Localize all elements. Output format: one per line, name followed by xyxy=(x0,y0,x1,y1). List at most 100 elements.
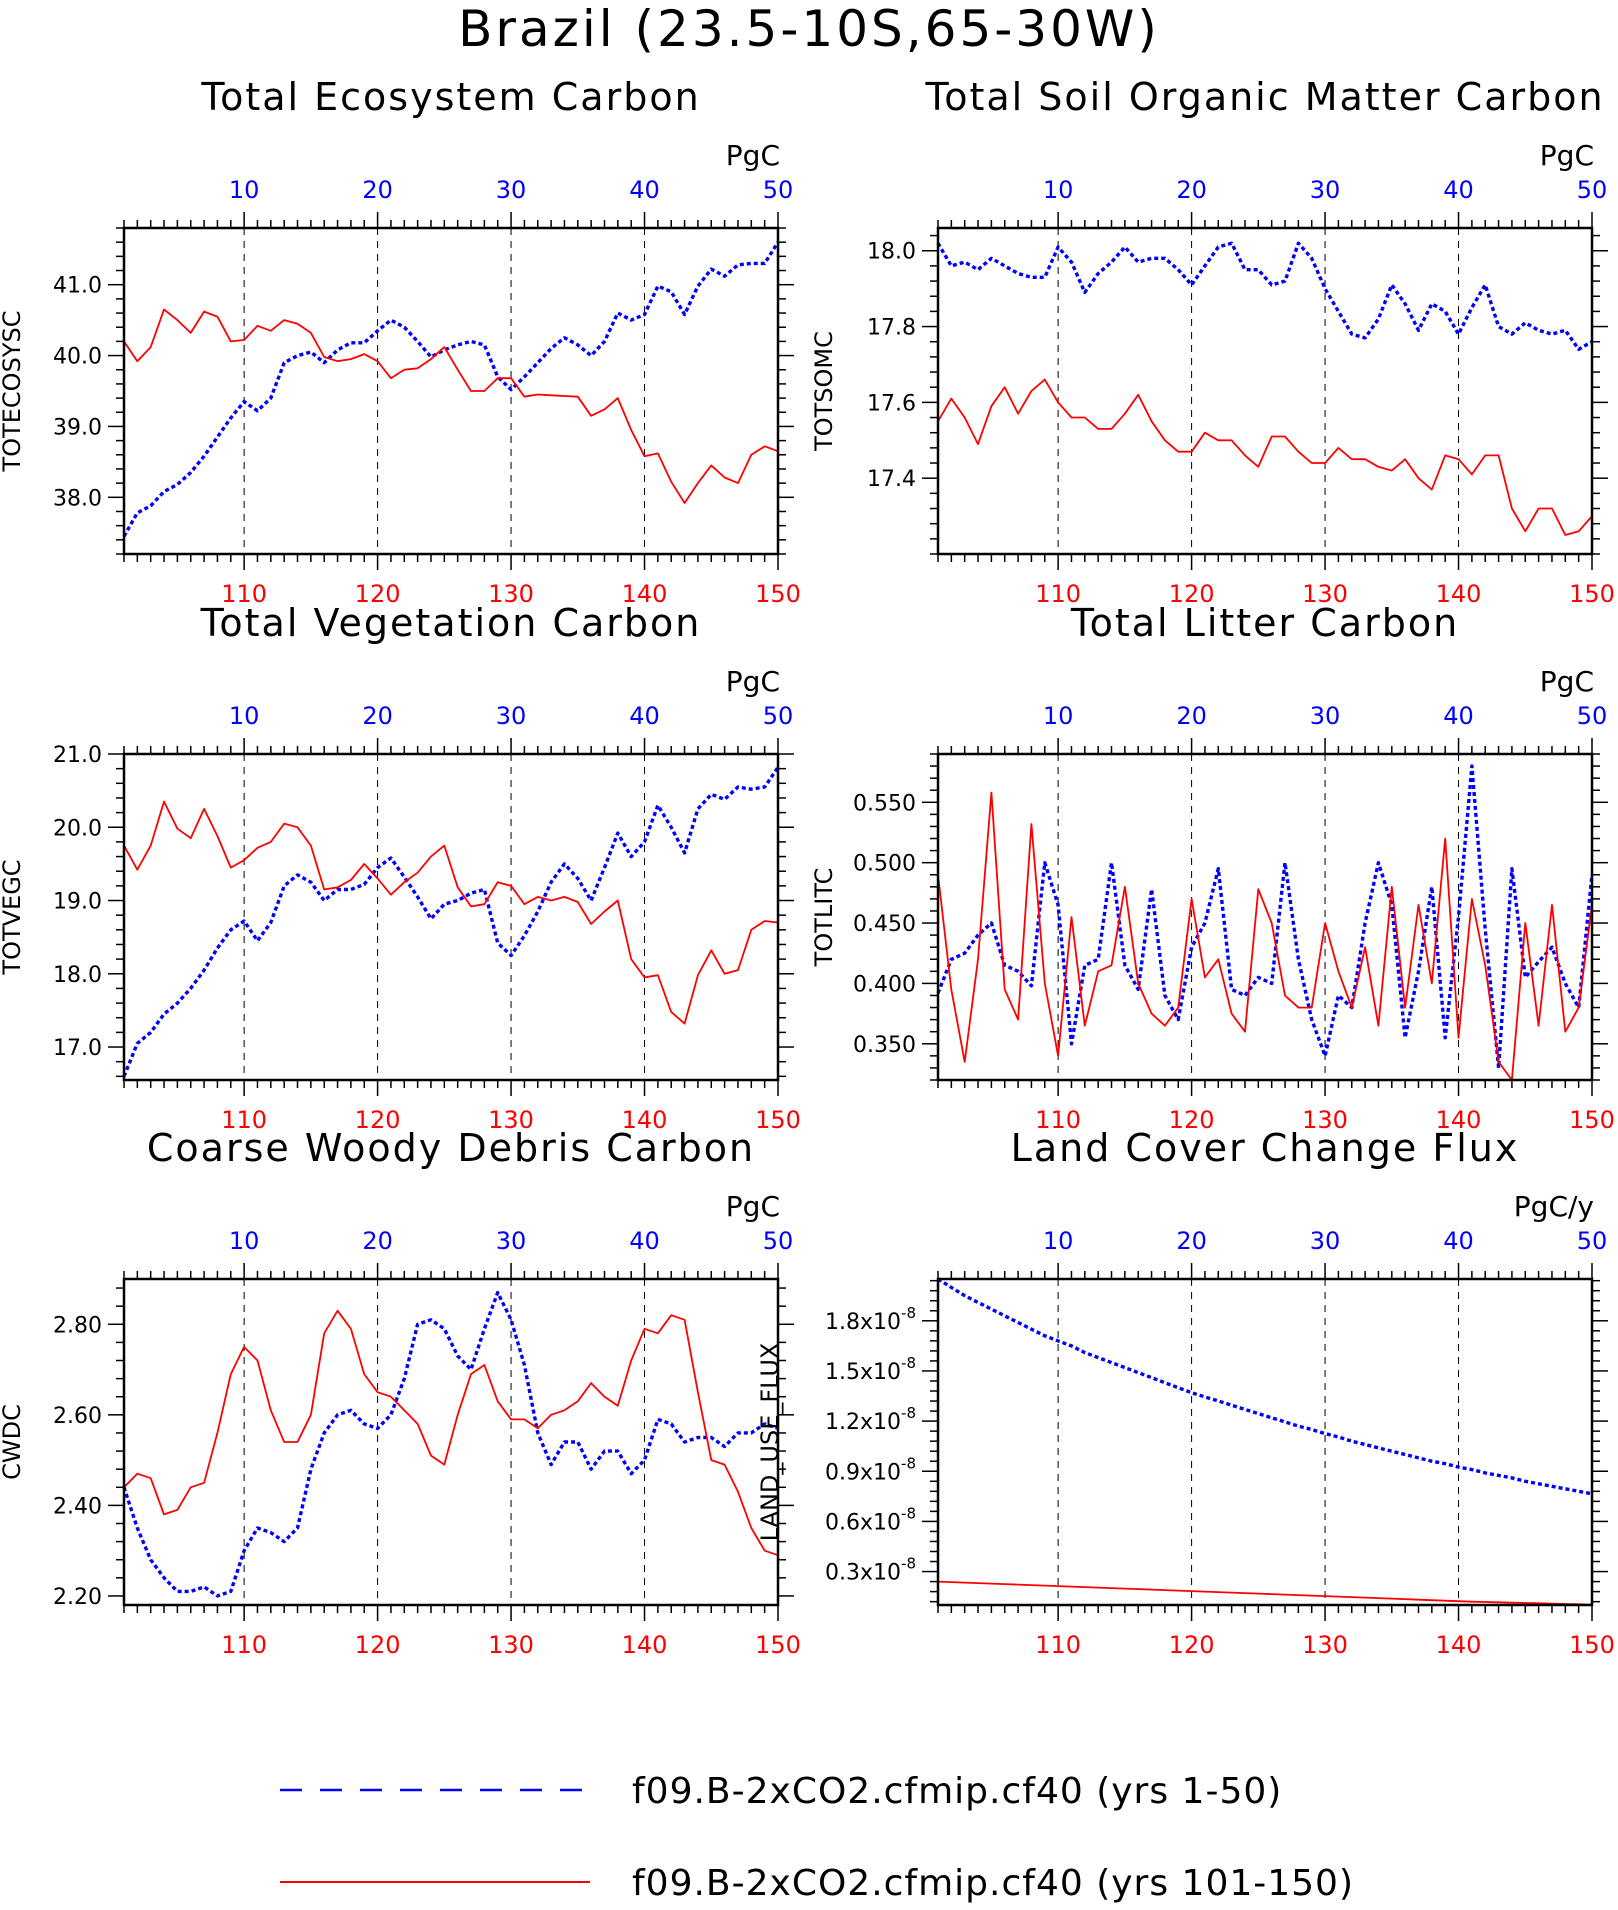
x-top-tick-label: 20 xyxy=(362,702,393,730)
x-top-tick-label: 40 xyxy=(1443,176,1474,204)
y-tick-label: 2.40 xyxy=(53,1494,102,1519)
y-tick-label: 0.9x10-8 xyxy=(825,1454,916,1485)
x-top-tick-label: 30 xyxy=(1310,1227,1341,1255)
series-line-yrs-101-150 xyxy=(937,791,1593,1081)
series-line-yrs-1-50 xyxy=(122,1290,779,1598)
x-bottom-tick-label: 150 xyxy=(1569,1106,1615,1134)
series-line-yrs-1-50 xyxy=(122,241,780,538)
units-label: PgC xyxy=(1540,139,1594,172)
x-bottom-tick-label: 150 xyxy=(1569,1631,1615,1659)
y-tick-label: 19.0 xyxy=(53,890,102,915)
x-bottom-tick-label: 110 xyxy=(221,1106,267,1134)
y-tick-label: 20.0 xyxy=(53,816,102,841)
chart-title: Land Cover Change Flux xyxy=(1011,1126,1520,1170)
x-bottom-tick-label: 150 xyxy=(755,1106,801,1134)
x-top-tick-label: 40 xyxy=(1443,1227,1474,1255)
y-tick-label: 39.0 xyxy=(53,415,102,440)
x-bottom-tick-label: 140 xyxy=(1436,1106,1482,1134)
y-tick-exponent: -8 xyxy=(901,1354,916,1372)
x-top-tick-label: 20 xyxy=(1176,176,1207,204)
legend-label-red: f09.B-2xCO2.cfmip.cf40 (yrs 101-150) xyxy=(632,1863,1354,1904)
chart-panel-6: Land Cover Change Flux PgC/y LAND_USE_FLUX… xyxy=(756,1126,1615,1659)
x-bottom-tick-label: 140 xyxy=(1436,1631,1482,1659)
series-line-yrs-101-150 xyxy=(123,800,779,1025)
y-tick-label: 17.0 xyxy=(53,1036,102,1061)
x-top-tick-label: 30 xyxy=(496,702,527,730)
units-label: PgC xyxy=(1540,665,1594,698)
x-bottom-tick-label: 120 xyxy=(355,1106,401,1134)
x-bottom-tick-label: 150 xyxy=(755,1631,801,1659)
y-tick-label: 18.0 xyxy=(53,963,102,988)
y-tick-exponent: -8 xyxy=(901,1304,916,1322)
y-tick-label: 0.450 xyxy=(853,912,916,937)
y-tick-label: 2.60 xyxy=(53,1404,102,1429)
x-top-tick-label: 10 xyxy=(229,176,260,204)
plot-frame xyxy=(936,752,1594,1082)
y-axis-label: TOTLITC xyxy=(810,868,838,968)
y-tick-label: 1.2x10-8 xyxy=(825,1404,916,1435)
x-top-tick-label: 30 xyxy=(1310,176,1341,204)
y-tick-exponent: -8 xyxy=(901,1454,916,1472)
x-top-tick-label: 20 xyxy=(362,1227,393,1255)
y-tick-exponent: -8 xyxy=(901,1504,916,1522)
x-top-tick-label: 10 xyxy=(229,702,260,730)
x-bottom-tick-label: 140 xyxy=(622,1106,668,1134)
y-tick-label: 38.0 xyxy=(53,486,102,511)
chart-panel-3: Total Vegetation Carbon PgC TOTVEGC 10 20 30 4… xyxy=(0,601,801,1134)
page-title: Brazil (23.5-10S,65-30W) xyxy=(458,0,1160,58)
y-tick-exponent: -8 xyxy=(901,1555,916,1573)
y-tick-exponent: -8 xyxy=(901,1404,916,1422)
x-bottom-tick-label: 130 xyxy=(488,1106,534,1134)
chart-panel-5: Coarse Woody Debris Carbon PgC CWDC 10 20 30 4… xyxy=(0,1126,801,1659)
y-tick-label: 0.3x10-8 xyxy=(825,1555,916,1586)
x-bottom-tick-label: 140 xyxy=(622,580,668,608)
y-tick-label: 0.550 xyxy=(853,791,916,816)
y-tick-label: 40.0 xyxy=(53,345,102,370)
chart-title: Total Ecosystem Carbon xyxy=(200,75,700,119)
x-top-tick-label: 40 xyxy=(629,1227,660,1255)
y-tick-label: 1.5x10-8 xyxy=(825,1354,916,1385)
x-bottom-tick-label: 120 xyxy=(355,580,401,608)
y-tick-label: 2.80 xyxy=(53,1313,102,1338)
y-tick-label: 0.500 xyxy=(853,852,916,877)
plot-frame xyxy=(122,1277,780,1607)
x-bottom-tick-label: 110 xyxy=(221,1631,267,1659)
x-top-tick-label: 30 xyxy=(496,1227,527,1255)
plot-frame xyxy=(936,226,1594,556)
y-tick-label: 1.8x10-8 xyxy=(825,1304,916,1335)
x-bottom-tick-label: 110 xyxy=(1035,1106,1081,1134)
series-line-yrs-101-150 xyxy=(937,1580,1593,1606)
x-bottom-tick-label: 110 xyxy=(1035,580,1081,608)
units-label: PgC xyxy=(726,665,780,698)
x-top-tick-label: 20 xyxy=(362,176,393,204)
y-tick-label: 17.4 xyxy=(867,467,916,492)
x-top-tick-label: 30 xyxy=(496,176,527,204)
x-bottom-tick-label: 120 xyxy=(1169,580,1215,608)
chart-title: Coarse Woody Debris Carbon xyxy=(147,1126,755,1170)
x-top-tick-label: 10 xyxy=(1043,176,1074,204)
y-axis-label: LAND_USE_FLUX xyxy=(756,1343,784,1542)
series-line-yrs-101-150 xyxy=(123,308,779,504)
y-tick-label: 0.400 xyxy=(853,972,916,997)
x-bottom-tick-label: 130 xyxy=(488,580,534,608)
y-tick-label: 17.8 xyxy=(867,316,916,341)
chart-panel-1: Total Ecosystem Carbon PgC TOTECOSYSC 10 20 3… xyxy=(0,75,801,608)
units-label: PgC xyxy=(726,139,780,172)
y-axis-label: TOTECOSYSC xyxy=(0,311,26,473)
plot-frame xyxy=(936,1277,1594,1607)
y-axis-label: TOTVEGC xyxy=(0,859,26,975)
x-bottom-tick-label: 130 xyxy=(1302,1631,1348,1659)
y-tick-label: 17.6 xyxy=(867,391,916,416)
y-tick-label: 0.6x10-8 xyxy=(825,1504,916,1535)
series-line-yrs-1-50 xyxy=(936,764,1594,1070)
plot-frame xyxy=(122,752,780,1082)
chart-panel-4: Total Litter Carbon PgC TOTLITC 10 20 30 40 50 1… xyxy=(810,601,1615,1134)
x-bottom-tick-label: 140 xyxy=(1436,580,1482,608)
x-top-tick-label: 40 xyxy=(1443,702,1474,730)
x-top-tick-label: 10 xyxy=(1043,702,1074,730)
x-bottom-tick-label: 130 xyxy=(1302,1106,1348,1134)
x-top-tick-label: 30 xyxy=(1310,702,1341,730)
x-bottom-tick-label: 130 xyxy=(488,1631,534,1659)
legend-label-blue: f09.B-2xCO2.cfmip.cf40 (yrs 1-50) xyxy=(632,1771,1282,1812)
